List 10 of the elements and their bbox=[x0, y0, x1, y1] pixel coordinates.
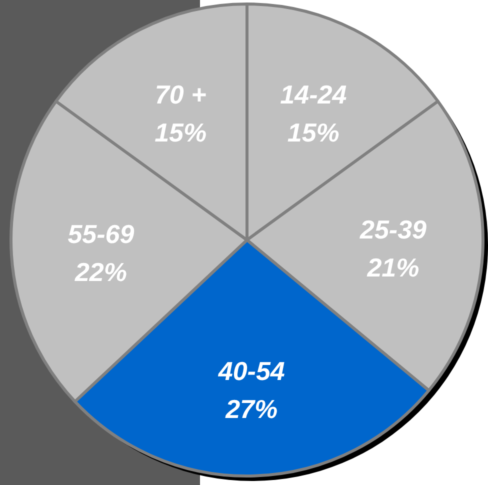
slice-label: 25-39 bbox=[359, 214, 428, 245]
slice-label: 55-69 bbox=[68, 219, 135, 250]
slice-label: 14-24 bbox=[280, 80, 348, 110]
data-label: 27% bbox=[224, 394, 278, 424]
data-label: 22% bbox=[74, 257, 127, 288]
slice-label: 70 + bbox=[154, 80, 206, 110]
slice-label: 40-54 bbox=[217, 356, 286, 386]
data-label: 15% bbox=[287, 118, 340, 148]
data-label: 15% bbox=[154, 118, 207, 148]
data-label: 21% bbox=[366, 252, 420, 283]
